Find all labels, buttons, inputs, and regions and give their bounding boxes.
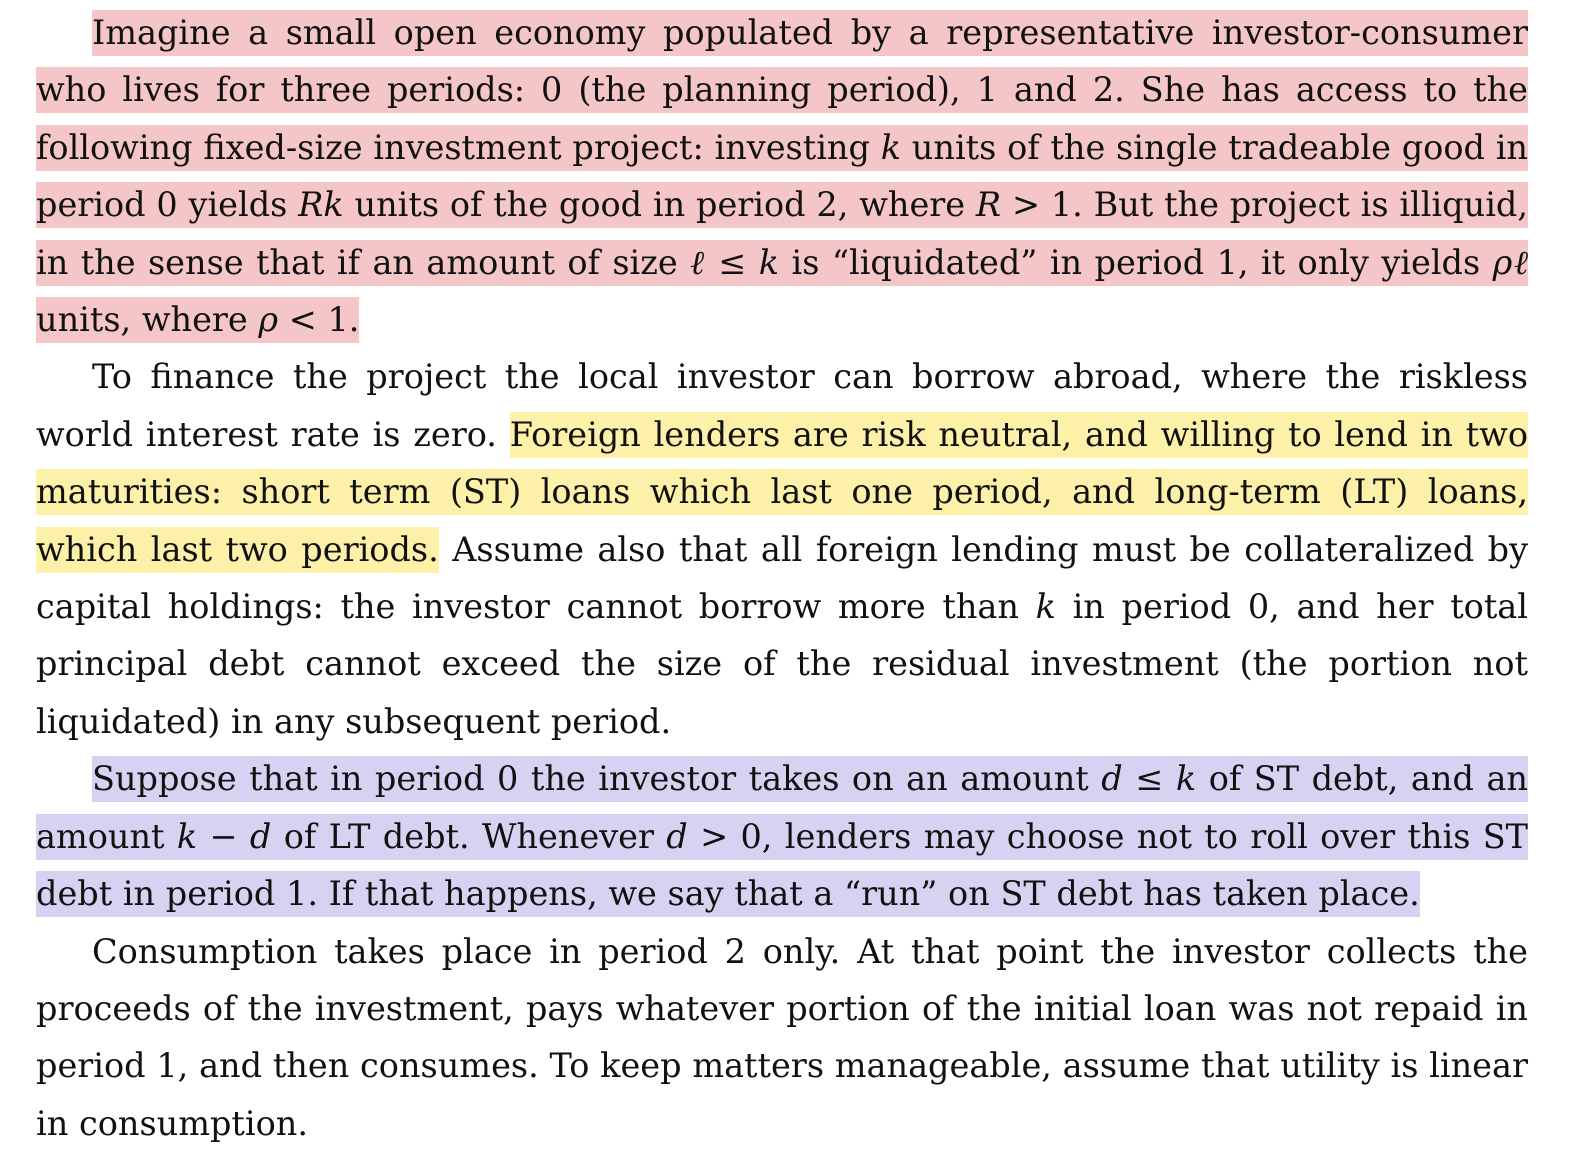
paragraph-2: To finance the project the local investo… [36,348,1528,750]
red-highlighted-math-symbol: ρ [258,297,278,343]
paragraph-1: Imagine a small open economy populated b… [36,4,1528,348]
purple-highlighted-text-segment: Suppose that in period 0 the investor ta… [92,756,1101,802]
red-highlighted-math-symbol: k [759,240,779,286]
red-highlighted-math-symbol: R [976,182,1001,228]
purple-highlighted-math-symbol: d [250,814,271,860]
math-symbol: k [1036,584,1056,630]
red-highlighted-math-symbol: ρℓ [1493,240,1528,286]
red-highlighted-text-segment: < 1. [278,297,359,343]
paragraph-4: Consumption takes place in period 2 only… [36,923,1528,1152]
red-highlighted-math-symbol: k [881,125,901,171]
red-highlighted-text-segment: units of the good in period 2, where [344,182,976,228]
purple-highlighted-text-segment: − [197,814,250,860]
document-page: Imagine a small open economy populated b… [36,4,1528,1152]
red-highlighted-math-symbol: Rk [298,182,344,228]
purple-highlighted-math-symbol: k [177,814,197,860]
purple-highlighted-math-symbol: d [666,814,687,860]
red-highlighted-text-segment: units, where [36,297,258,343]
purple-highlighted-text-segment: ≤ [1123,756,1176,802]
purple-highlighted-text-segment: of LT debt. Whenever [271,814,666,860]
purple-highlighted-math-symbol: k [1176,756,1196,802]
red-highlighted-text-segment: ≤ [706,240,759,286]
paragraph-3: Suppose that in period 0 the investor ta… [36,750,1528,922]
red-highlighted-math-symbol: ℓ [690,240,706,286]
red-highlighted-text-segment: is “liquidated” in period 1, it only yie… [779,240,1492,286]
text-segment: Consumption takes place in period 2 only… [36,929,1528,1147]
purple-highlighted-math-symbol: d [1101,756,1122,802]
